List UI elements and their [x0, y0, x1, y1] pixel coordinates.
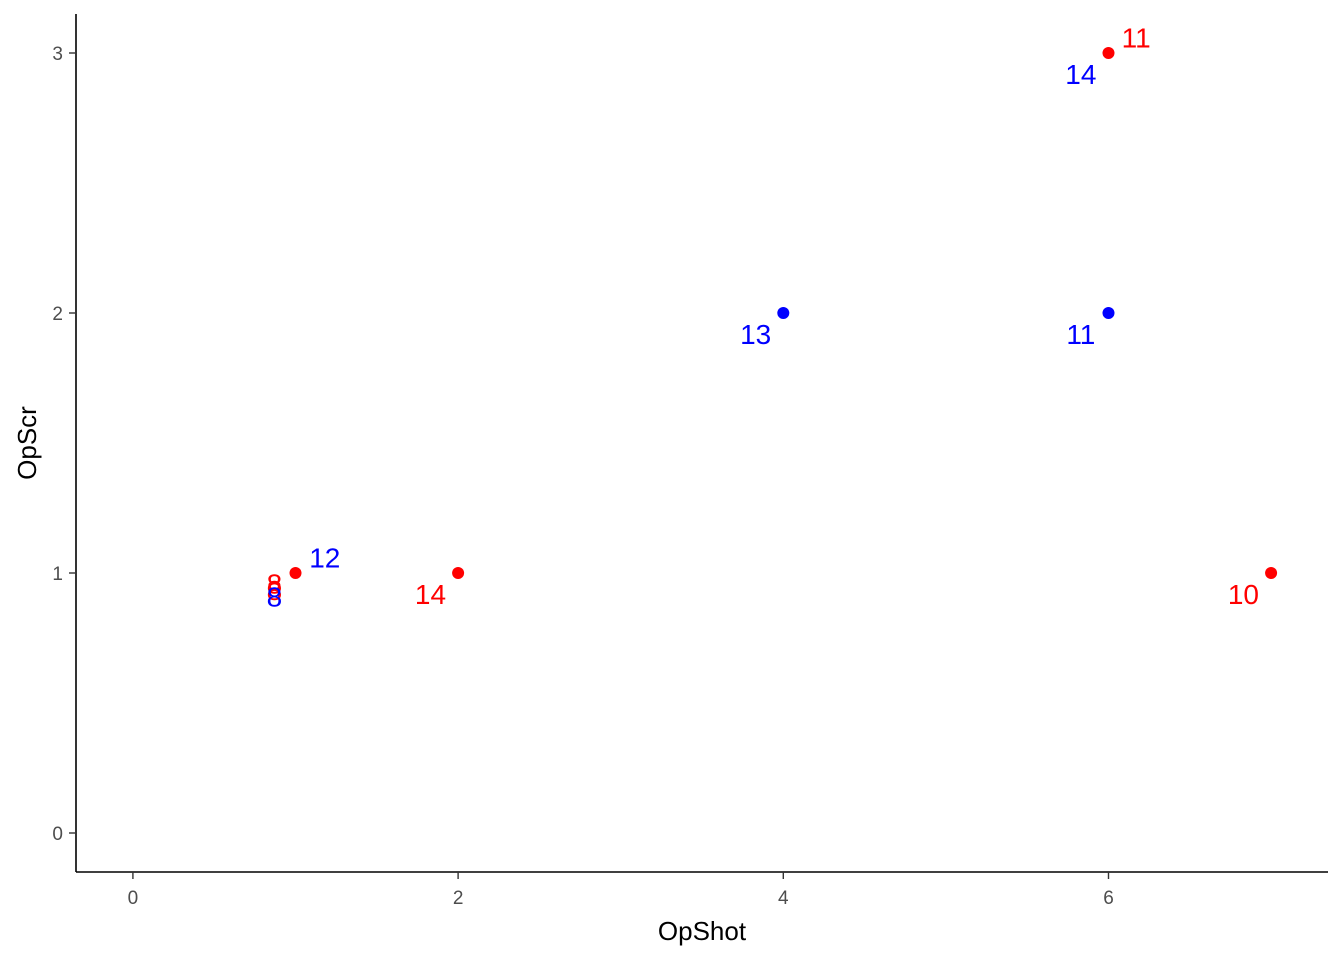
data-point [1265, 567, 1278, 579]
data-points [289, 47, 1278, 579]
y-tick-label: 2 [52, 304, 63, 325]
point-label: 14 [1065, 59, 1096, 90]
point-label: 8 [267, 568, 283, 599]
y-tick-label: 3 [52, 44, 63, 65]
point-label: 8 [267, 581, 283, 612]
point-label: 13 [740, 319, 771, 350]
x-axis-title: OpShot [658, 916, 747, 946]
y-tick-label: 1 [52, 564, 63, 585]
y-tick-label: 0 [52, 824, 63, 845]
data-point [1102, 47, 1115, 59]
point-label: 8 [267, 575, 283, 606]
axes [75, 14, 1328, 873]
data-point [289, 567, 302, 579]
y-axis-title: OpScr [12, 406, 42, 480]
point-label: 11 [1122, 22, 1151, 53]
data-point [1102, 307, 1115, 319]
point-label: 14 [415, 579, 446, 610]
point-label: 11 [1066, 319, 1095, 350]
x-tick-label: 4 [778, 888, 789, 909]
x-tick-label: 0 [128, 888, 139, 909]
x-tick-label: 2 [453, 888, 464, 909]
data-point [777, 307, 790, 319]
data-point [452, 567, 465, 579]
point-labels: 12 14 13 11 14 11 10 888 [267, 22, 1259, 612]
x-tick-label: 6 [1103, 888, 1114, 909]
point-label: 10 [1228, 579, 1259, 610]
point-label: 12 [309, 542, 340, 573]
